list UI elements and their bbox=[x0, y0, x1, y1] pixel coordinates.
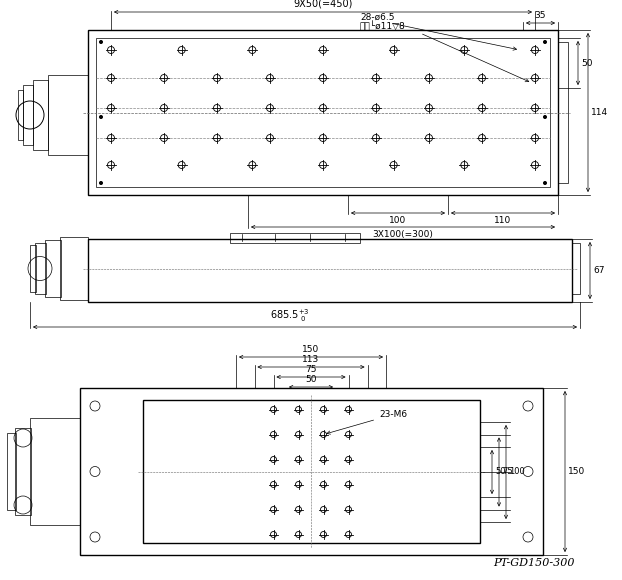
Text: 75: 75 bbox=[502, 467, 513, 477]
Text: 50: 50 bbox=[305, 375, 317, 384]
Text: 150: 150 bbox=[302, 345, 320, 354]
Text: 100: 100 bbox=[389, 216, 407, 225]
Text: 3X100(=300): 3X100(=300) bbox=[373, 230, 434, 239]
Bar bbox=[80, 388, 543, 555]
Bar bbox=[30, 245, 36, 292]
Bar bbox=[30, 418, 80, 525]
Bar bbox=[96, 38, 550, 187]
Text: 113: 113 bbox=[302, 355, 320, 364]
Text: 150: 150 bbox=[568, 467, 585, 476]
Text: 23-M6: 23-M6 bbox=[327, 410, 407, 434]
Text: 685.5$^{+3}_{\ 0}$: 685.5$^{+3}_{\ 0}$ bbox=[270, 307, 310, 324]
Text: 28-ø6.5: 28-ø6.5 bbox=[360, 13, 394, 22]
Text: 50: 50 bbox=[495, 467, 506, 477]
Bar bbox=[15, 428, 31, 515]
Text: 114: 114 bbox=[591, 108, 608, 117]
Circle shape bbox=[544, 115, 546, 118]
Text: 100: 100 bbox=[509, 467, 525, 477]
Text: 9X50(=450): 9X50(=450) bbox=[294, 0, 353, 9]
Bar bbox=[45, 240, 61, 297]
Bar bbox=[7, 433, 16, 510]
Bar bbox=[143, 400, 480, 543]
Text: 50: 50 bbox=[581, 59, 593, 67]
Circle shape bbox=[100, 182, 102, 184]
Bar bbox=[88, 30, 558, 195]
Text: 67: 67 bbox=[593, 266, 605, 275]
Text: 110: 110 bbox=[494, 216, 512, 225]
Bar bbox=[558, 42, 568, 183]
Bar bbox=[18, 90, 23, 140]
Bar bbox=[23, 85, 33, 145]
Circle shape bbox=[544, 41, 546, 43]
Text: 背面└ø11▽8: 背面└ø11▽8 bbox=[360, 20, 406, 31]
Bar bbox=[230, 233, 360, 243]
Bar bbox=[48, 75, 88, 155]
Bar bbox=[35, 243, 46, 294]
Bar bbox=[572, 243, 580, 294]
Bar bbox=[60, 237, 88, 300]
Text: PT-GD150-300: PT-GD150-300 bbox=[493, 558, 575, 568]
Circle shape bbox=[544, 182, 546, 184]
Bar bbox=[88, 239, 572, 302]
Circle shape bbox=[100, 115, 102, 118]
Bar bbox=[33, 80, 48, 150]
Text: 75: 75 bbox=[305, 365, 317, 374]
Text: 35: 35 bbox=[535, 11, 546, 20]
Circle shape bbox=[100, 41, 102, 43]
